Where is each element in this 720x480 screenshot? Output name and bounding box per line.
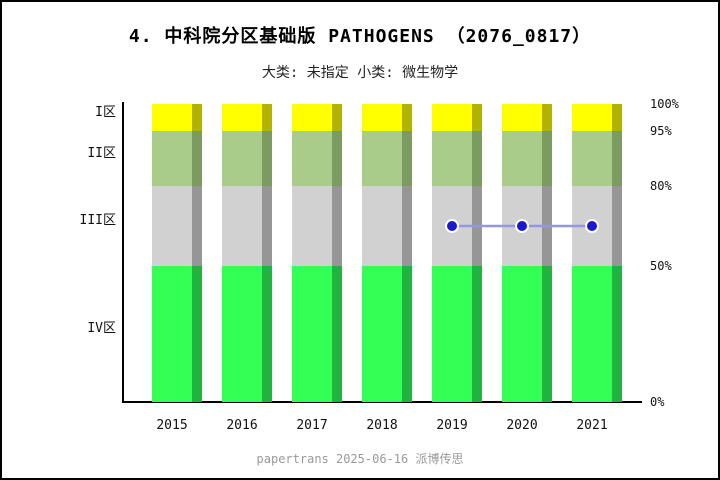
bar-segment-2020-II区 [502, 131, 542, 186]
bar-shadow-2021-I区 [612, 104, 622, 131]
bar-segment-2018-III区 [362, 186, 402, 266]
chart-subtitle: 大类: 未指定 小类: 微生物学 [261, 65, 459, 81]
y-tick-label-95%: 95% [650, 124, 672, 138]
bar-segment-2021-IV区 [572, 266, 612, 402]
x-axis-line [122, 401, 642, 403]
bar-shadow-2018-IV区 [402, 266, 412, 402]
bar-shadow-2017-II区 [332, 131, 342, 186]
bar-shadow-2021-IV区 [612, 266, 622, 402]
zone-label-IV区: IV区 [87, 321, 116, 336]
bar-shadow-2015-II区 [192, 131, 202, 186]
bar-shadow-2017-IV区 [332, 266, 342, 402]
x-tick-label-2017: 2017 [296, 418, 328, 433]
x-tick-label-2016: 2016 [226, 418, 258, 433]
bar-segment-2016-II区 [222, 131, 262, 186]
x-tick-label-2020: 2020 [506, 418, 538, 433]
bar-shadow-2020-IV区 [542, 266, 552, 402]
bar-shadow-2021-II区 [612, 131, 622, 186]
bar-shadow-2017-III区 [332, 186, 342, 266]
bar-shadow-2021-III区 [612, 186, 622, 266]
bar-segment-2015-IV区 [152, 266, 192, 402]
zone-label-I区: I区 [95, 104, 116, 120]
bar-shadow-2016-IV区 [262, 266, 272, 402]
bar-shadow-2016-III区 [262, 186, 272, 266]
bar-shadow-2018-III区 [402, 186, 412, 266]
bar-segment-2017-II区 [292, 131, 332, 186]
watermark-credit: papertrans 2025-06-16 派博传思 [256, 452, 464, 466]
bar-segment-2016-I区 [222, 104, 262, 131]
y-tick-label-50%: 50% [650, 259, 672, 273]
bar-segment-2016-IV区 [222, 266, 262, 402]
x-tick-label-2021: 2021 [576, 418, 608, 433]
bar-segment-2021-I区 [572, 104, 612, 131]
zone-label-III区: III区 [79, 213, 116, 228]
bar-shadow-2020-II区 [542, 131, 552, 186]
bar-shadow-2019-III区 [472, 186, 482, 266]
bar-shadow-2016-II区 [262, 131, 272, 186]
y-tick-label-100%: 100% [650, 97, 679, 111]
bar-shadow-2019-II区 [472, 131, 482, 186]
bar-segment-2015-I区 [152, 104, 192, 131]
bar-shadow-2017-I区 [332, 104, 342, 131]
bar-shadow-2020-III区 [542, 186, 552, 266]
bar-segment-2020-I区 [502, 104, 542, 131]
bar-segment-2019-I区 [432, 104, 472, 131]
bar-segment-2017-IV区 [292, 266, 332, 402]
bar-segment-2020-III区 [502, 186, 542, 266]
chart-title: 4. 中科院分区基础版 PATHOGENS （2076_0817） [128, 26, 592, 47]
bar-segment-2015-III区 [152, 186, 192, 266]
x-tick-label-2015: 2015 [156, 418, 188, 433]
bar-segment-2021-III区 [572, 186, 612, 266]
x-tick-label-2019: 2019 [436, 418, 468, 433]
bar-segment-2017-I区 [292, 104, 332, 131]
x-tick-label-2018: 2018 [366, 418, 398, 433]
bar-segment-2017-III区 [292, 186, 332, 266]
y-tick-label-0%: 0% [650, 395, 665, 409]
bar-segment-2016-III区 [222, 186, 262, 266]
bar-shadow-2019-IV区 [472, 266, 482, 402]
bar-segment-2018-I区 [362, 104, 402, 131]
bar-shadow-2015-IV区 [192, 266, 202, 402]
bar-shadow-2015-I区 [192, 104, 202, 131]
bar-segment-2019-III区 [432, 186, 472, 266]
bar-shadow-2018-I区 [402, 104, 412, 131]
bar-shadow-2016-I区 [262, 104, 272, 131]
bar-segment-2018-II区 [362, 131, 402, 186]
bar-segment-2015-II区 [152, 131, 192, 186]
bar-shadow-2019-I区 [472, 104, 482, 131]
bar-shadow-2015-III区 [192, 186, 202, 266]
zone-label-II区: II区 [87, 145, 116, 161]
bar-shadow-2020-I区 [542, 104, 552, 131]
bar-segment-2020-IV区 [502, 266, 542, 402]
bar-shadow-2018-II区 [402, 131, 412, 186]
bar-segment-2019-II区 [432, 131, 472, 186]
y-axis-line [122, 102, 124, 403]
bar-segment-2018-IV区 [362, 266, 402, 402]
bar-segment-2019-IV区 [432, 266, 472, 402]
bar-segment-2021-II区 [572, 131, 612, 186]
y-tick-label-80%: 80% [650, 179, 672, 193]
